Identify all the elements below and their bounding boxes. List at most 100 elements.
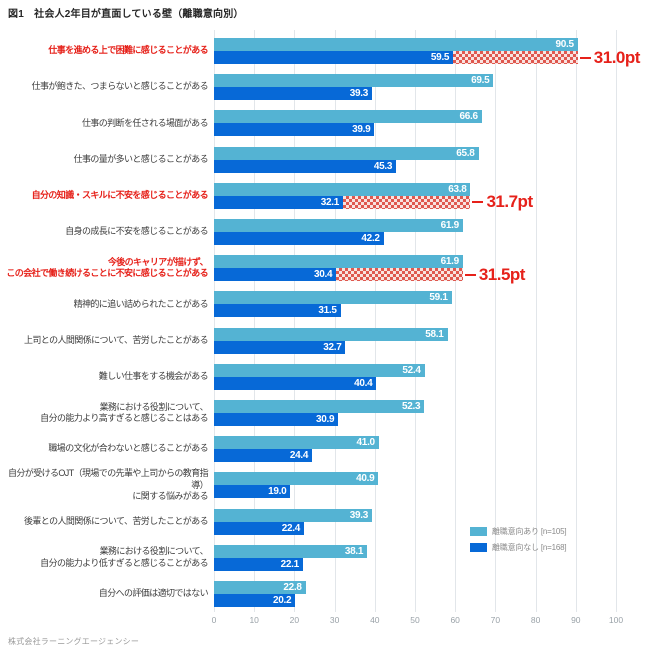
bar-intent-yes: 22.8 [214,581,306,594]
legend-item: 離職意向なし [n=168] [470,542,567,553]
bar-value: 32.7 [323,341,342,353]
bar-intent-no: 42.2 [214,232,384,245]
bar-value: 69.5 [471,75,490,87]
bar-value: 39.3 [349,509,369,521]
bar-value: 59.1 [429,292,448,304]
bar-value: 66.6 [459,111,478,123]
bar-intent-yes: 39.3 [214,508,372,522]
category-label: 仕事の判断を任される場面がある [81,117,209,128]
bar-value: 32.1 [320,196,340,208]
gridline [254,30,256,612]
x-tick-label: 60 [450,615,460,625]
bar-value: 61.9 [440,256,460,268]
x-tick-label: 0 [211,615,217,625]
bar-intent-yes: 63.8 [214,182,471,196]
bar-intent-no: 31.5 [214,304,341,318]
category-label: 後輩との人間関係について、苦労したことがある [24,515,209,526]
gridline [455,30,457,612]
legend-item: 離職意向あり [n=105] [470,526,567,537]
bar-value: 58.1 [425,328,444,340]
gridline [334,30,336,612]
gap-dash [472,201,484,204]
bar-intent-no: 20.2 [214,594,296,607]
x-tick-label: 90 [571,615,581,625]
gridline [616,30,617,612]
gap-label: 31.7pt [486,192,533,212]
gridline [374,30,376,612]
category-label: 上司との人間関係について、苦労したことがある [24,334,209,345]
gridline [415,30,416,612]
category-label: 自分への評価は適切ではない [98,588,209,599]
bar-intent-yes: 61.9 [214,255,463,269]
bar-value: 19.0 [268,486,287,498]
bar-intent-yes: 65.8 [214,146,479,160]
bar-value: 40.9 [356,473,375,485]
bar-intent-no: 40.4 [214,376,377,390]
bar-value: 20.2 [272,595,292,606]
gridline [495,30,497,612]
bar-intent-yes: 59.1 [214,291,452,305]
x-tick-label: 30 [329,615,340,625]
bar-value: 24.4 [289,450,309,462]
category-label: 今後のキャリアが描けず、 この会社で働き続けることに不安に感じることがある [6,256,208,279]
bar-intent-no: 19.0 [214,485,291,499]
x-tick-label: 100 [608,615,624,625]
bar-value: 39.9 [352,124,371,136]
bar-value: 22.1 [280,558,300,570]
x-tick-label: 10 [249,615,259,625]
legend-swatch-intent-yes [470,527,487,536]
category-label: 自分が受けるOJT（現場での先輩や上司からの教育指導） に関する悩みがある [8,468,209,502]
category-label: 自分の知識・スキルに不安を感じることがある [31,190,209,201]
bar-intent-no: 22.1 [214,557,303,571]
x-tick-label: 20 [289,615,300,625]
bar-intent-yes: 40.9 [214,472,379,486]
bar-intent-no: 39.9 [214,123,375,137]
bar-intent-no: 39.3 [214,87,372,101]
bar-intent-no: 32.1 [214,195,344,209]
bar-intent-no: 24.4 [214,449,313,463]
gap-hatch [453,51,578,64]
bar-intent-yes: 52.4 [214,363,425,377]
gap-dash [464,273,476,276]
category-label: 仕事の量が多いと感じることがある [73,153,209,164]
gridline [294,30,296,612]
legend-label: 離職意向あり [n=105] [492,527,567,536]
chart-title: 図1 社会人2年目が直面している壁（離職意向別） [8,9,244,20]
bar-value: 22.8 [283,582,302,593]
bar-intent-yes: 61.9 [214,219,463,232]
bar-intent-no: 45.3 [214,159,397,173]
bar-intent-yes: 38.1 [214,544,368,558]
legend: 離職意向あり [n=105] 離職意向なし [n=168] [470,526,567,553]
category-label: 精神的に追い詰められたことがある [73,298,209,309]
category-label: 仕事が飽きた、つまらないと感じることがある [31,81,209,92]
category-label: 職場の文化が合わないと感じることがある [48,443,208,454]
bar-intent-no: 32.7 [214,340,346,354]
bar-value: 41.0 [356,437,376,449]
gridline [214,30,215,612]
bar-value: 63.8 [448,183,467,195]
bar-intent-yes: 58.1 [214,327,448,341]
bar-value: 59.5 [430,52,450,63]
bar-intent-no: 22.4 [214,521,305,535]
bar-value: 31.5 [318,305,337,317]
legend-label: 離職意向なし [n=168] [492,543,567,552]
x-tick-label: 70 [490,615,501,625]
bar-intent-yes: 66.6 [214,110,482,124]
category-label: 自身の成長に不安を感じることがある [65,226,208,237]
bar-value: 39.3 [349,88,369,100]
bar-value: 22.4 [281,522,301,534]
gap-hatch [336,268,463,282]
gap-annotation: 31.5pt [464,265,525,284]
category-label: 業務における役割について、 自分の能力より高すぎると感じることはある [40,401,208,424]
x-tick-label: 50 [410,615,420,625]
bar-value: 30.9 [315,414,335,425]
gap-annotation: 31.0pt [579,48,640,67]
gap-dash [579,56,591,59]
bar-intent-no: 30.4 [214,268,337,282]
source-text: 株式会社ラーニングエージェンシー [8,637,140,646]
bar-value: 40.4 [354,377,373,389]
category-label: 業務における役割について、 自分の能力より低すぎると感じることがある [40,546,208,568]
category-label: 仕事を進める上で困難に感じることがある [48,45,208,56]
bar-value: 61.9 [440,220,460,231]
